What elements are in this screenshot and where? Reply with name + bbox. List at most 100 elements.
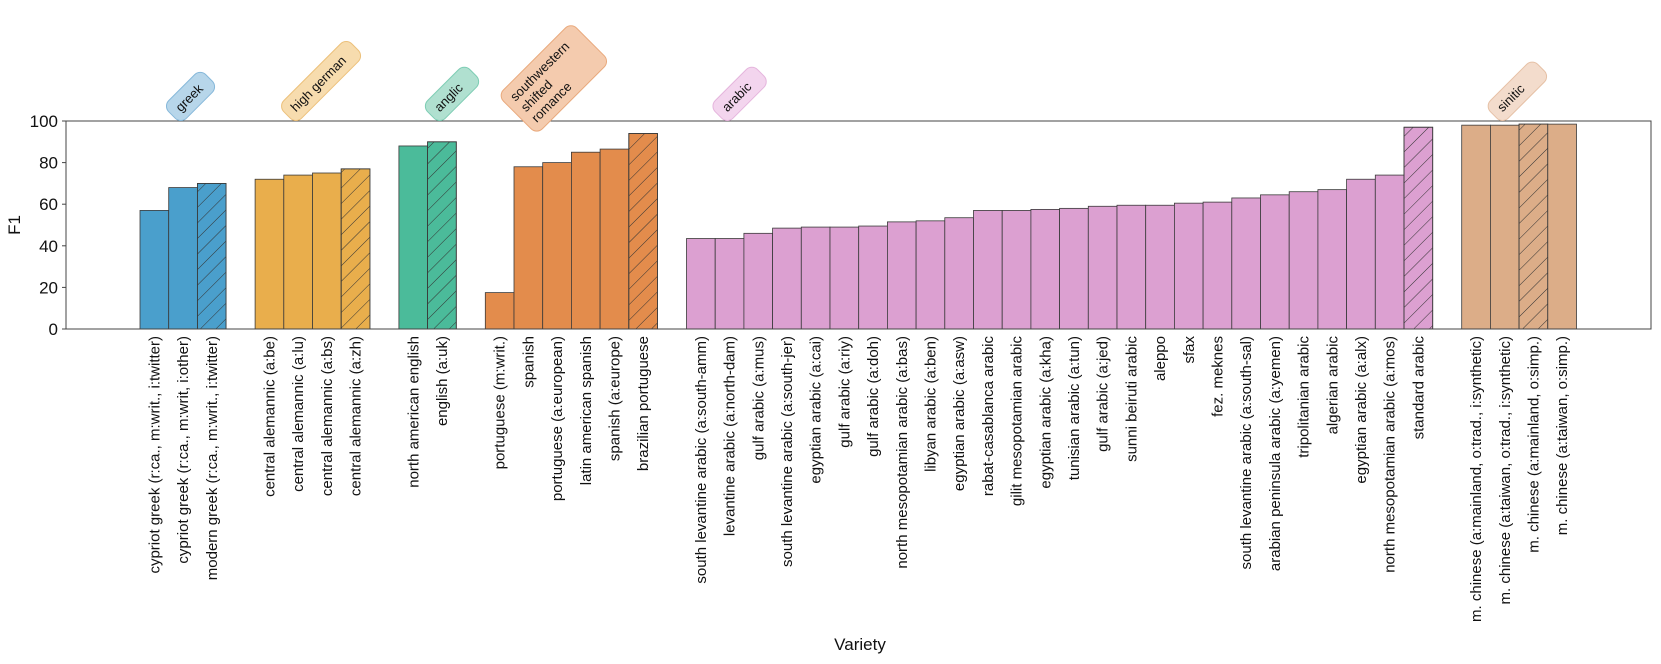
- bar: [398, 145, 428, 330]
- bar: [283, 174, 313, 330]
- y-axis: 0 20 40 60 80 100: [30, 112, 66, 339]
- y-tick-label: 100: [30, 112, 58, 131]
- x-axis-label: Variety: [834, 635, 886, 654]
- x-tick-label: libyan arabic (a:ben): [922, 336, 939, 472]
- bar: [1317, 189, 1348, 330]
- x-tick-label: fez. meknes: [1209, 336, 1226, 417]
- bar: [484, 292, 515, 330]
- x-tick-label: tripolitanian arabic: [1296, 336, 1313, 458]
- x-tick-label: cypriot greek (r:ca., m:writ., i:twitter…: [146, 336, 163, 574]
- bar: [1030, 208, 1061, 330]
- x-tick-label: gulf arabic (a:riy): [836, 336, 853, 448]
- bars: [139, 123, 1577, 330]
- y-tick-label: 40: [39, 237, 58, 256]
- bar: [254, 178, 285, 330]
- bar: [1288, 191, 1319, 330]
- y-tick-label: 20: [39, 278, 58, 297]
- bar: [1547, 123, 1577, 330]
- x-tick-label: modern greek (r:ca., m:writ., i:twitter): [204, 336, 221, 580]
- bar: [944, 217, 974, 330]
- x-tick-label: tunisian arabic (a:tun): [1066, 336, 1083, 480]
- x-tick-label: aleppo: [1152, 336, 1169, 381]
- group-label-box: [424, 66, 480, 122]
- x-tick-label: rabat-casablanca arabic: [980, 336, 997, 497]
- x-tick-label: egyptian arabic (a:alx): [1353, 336, 1370, 484]
- bar: [1001, 210, 1032, 330]
- x-tick-label: central alemannic (a:bs): [319, 336, 336, 496]
- x-axis: cypriot greek (r:ca., m:writ., i:twitter…: [146, 336, 1571, 622]
- x-tick-label: cypriot greek (r:ca., m:writ, i:other): [175, 336, 192, 564]
- bar: [973, 210, 1003, 330]
- bar: [800, 226, 831, 330]
- group-label: arabic: [712, 66, 767, 122]
- y-axis-label: F1: [5, 215, 24, 235]
- x-tick-label: south levantine arabic (a:south-jer): [779, 336, 796, 567]
- bar: [1116, 204, 1147, 330]
- group-labels: greek high german anglic southwesternshifte…: [165, 25, 1548, 132]
- x-tick-label: gulf arabic (a:jed): [1095, 336, 1112, 452]
- bar: [1087, 205, 1118, 330]
- x-tick-label: north mesopotamian arabic (a:mos): [1382, 336, 1399, 573]
- y-tick-label: 60: [39, 195, 58, 214]
- bar-hatch: [427, 141, 457, 330]
- y-tick-label: 80: [39, 154, 58, 173]
- bar: [1059, 207, 1089, 330]
- bar-hatch: [340, 168, 371, 330]
- x-tick-label: spanish (a:europe): [606, 336, 623, 461]
- bar: [571, 151, 601, 330]
- bar: [772, 227, 802, 330]
- x-tick-label: m. chinese (a:mainland, o:simp.): [1525, 336, 1542, 553]
- bar-hatch: [196, 182, 227, 330]
- x-tick-label: algerian arabic: [1324, 336, 1341, 435]
- x-tick-label: egyptian arabic (a:cai): [808, 336, 825, 484]
- group-label: anglic: [424, 66, 480, 122]
- group-label-box: [500, 25, 608, 132]
- bar: [1346, 178, 1376, 330]
- bar: [887, 221, 917, 330]
- bar: [915, 220, 946, 330]
- bar-hatch: [1403, 126, 1434, 330]
- bar: [743, 232, 774, 330]
- x-tick-label: egyptian arabic (a:asw): [951, 336, 968, 491]
- bar: [829, 226, 860, 330]
- bar: [542, 162, 572, 330]
- x-tick-label: south levantine arabic (a:south-sal): [1238, 336, 1255, 569]
- bar: [1202, 201, 1233, 330]
- group-label-box: [712, 66, 767, 122]
- group-label-box: [1487, 61, 1548, 122]
- x-tick-label: gulf arabic (a:doh): [865, 336, 882, 457]
- bar: [1374, 174, 1405, 330]
- bar: [1260, 194, 1290, 330]
- bar: [714, 238, 745, 330]
- bar: [1145, 204, 1175, 330]
- x-tick-label: central alemannic (a:zh): [348, 336, 365, 496]
- bar-hatch: [628, 133, 658, 330]
- x-tick-label: m. chinese (a:taiwan, o:simp.): [1554, 336, 1571, 535]
- x-tick-label: m. chinese (a:mainland, o:trad., i:synth…: [1468, 336, 1485, 622]
- y-tick-label: 0: [49, 320, 58, 339]
- x-tick-label: central alemannic (a:lu): [290, 336, 307, 492]
- x-tick-label: sunni beiruti arabic: [1123, 336, 1140, 462]
- x-tick-label: sfax: [1181, 336, 1198, 364]
- group-label: high german: [281, 41, 362, 122]
- group-label-box: [165, 71, 216, 122]
- x-tick-label: english (a:uk): [434, 336, 451, 426]
- bar-hatch: [1518, 123, 1549, 330]
- x-tick-label: spanish: [520, 336, 537, 388]
- x-tick-label: m. chinese (a:taiwan, o:trad., i:synthet…: [1497, 336, 1514, 604]
- bar: [139, 210, 170, 330]
- x-tick-label: levantine arabic (a:north-dam): [722, 336, 739, 536]
- x-tick-label: gulf arabic (a:mus): [750, 336, 767, 460]
- bar: [1461, 124, 1491, 330]
- bar: [1490, 124, 1520, 330]
- x-tick-label: portuguese (a:european): [549, 336, 566, 501]
- group-label: greek: [165, 71, 216, 122]
- group-label-box: [281, 41, 362, 122]
- bar: [1231, 197, 1261, 330]
- bar: [599, 148, 630, 330]
- x-tick-label: south levantine arabic (a:south-amm): [693, 336, 710, 584]
- x-tick-label: gilit mesopotamian arabic: [1009, 336, 1026, 507]
- bar: [168, 187, 198, 330]
